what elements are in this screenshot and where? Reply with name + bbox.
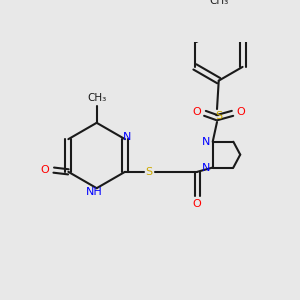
Text: O: O <box>192 106 201 117</box>
Text: N: N <box>122 132 131 142</box>
Text: O: O <box>41 165 50 175</box>
Text: CH₃: CH₃ <box>87 93 106 103</box>
Text: NH: NH <box>86 188 103 197</box>
Text: S: S <box>215 111 222 121</box>
Text: CH₃: CH₃ <box>209 0 228 6</box>
Text: N: N <box>202 163 210 172</box>
Text: O: O <box>193 199 202 209</box>
Text: S: S <box>146 167 153 177</box>
Text: N: N <box>202 137 210 147</box>
Text: O: O <box>237 106 245 117</box>
